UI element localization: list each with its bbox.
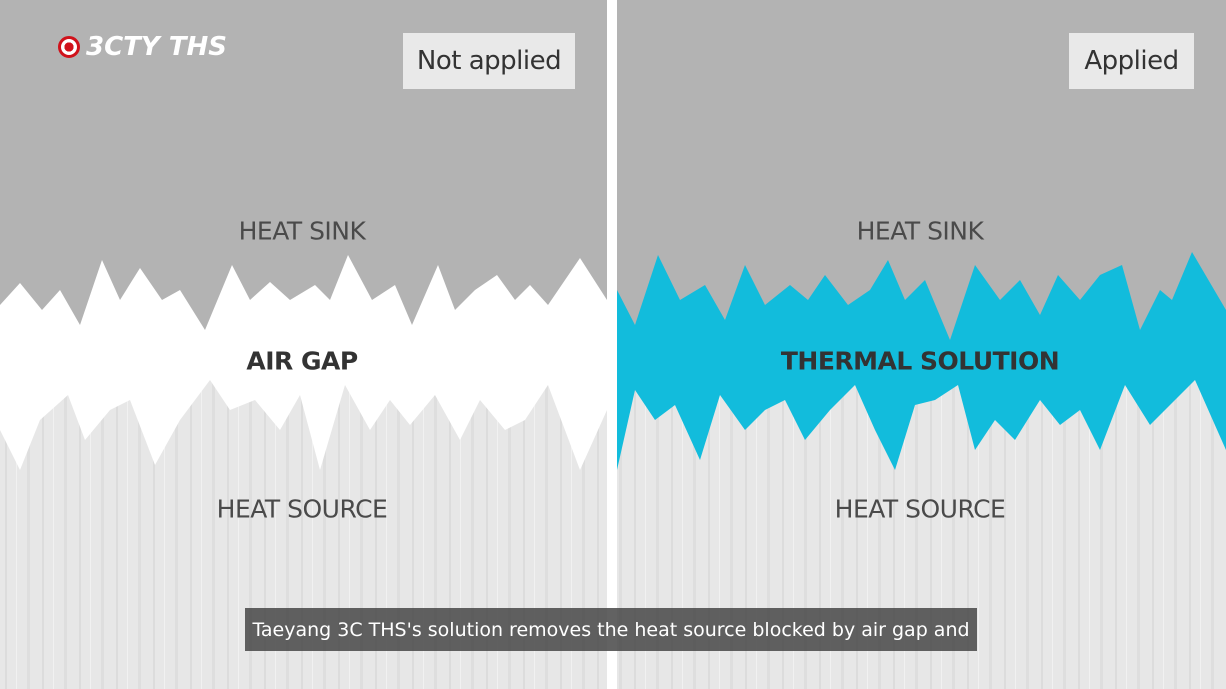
layer-label: HEAT SINK [856,216,984,246]
layer-label: AIR GAP [246,346,358,376]
logo-icon [58,36,80,58]
logo-text: 3CTY THS [86,32,228,62]
logo: 3CTY THS [58,32,227,62]
layer-label: HEAT SOURCE [216,494,388,524]
layer-label: THERMAL SOLUTION [780,346,1060,376]
badge: Not applied [403,33,575,89]
layer-label: HEAT SINK [238,216,366,246]
subtitle: Taeyang 3C THS's solution removes the he… [245,608,977,651]
divider [607,0,617,689]
badge: Applied [1069,33,1194,89]
layer-label: HEAT SOURCE [834,494,1006,524]
